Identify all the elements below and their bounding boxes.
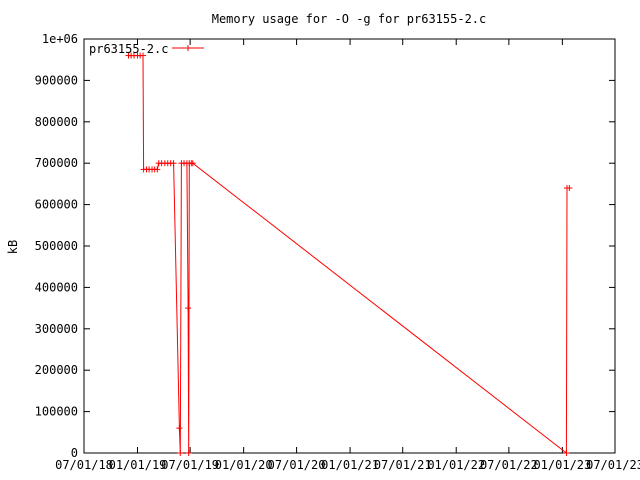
series-line-1: [128, 55, 570, 455]
x-tick-label: 07/01/23: [586, 458, 640, 472]
chart-title: Memory usage for -O -g for pr63155-2.c: [212, 12, 487, 26]
y-tick-label: 700000: [35, 156, 78, 170]
data-point: [177, 450, 184, 456]
x-tick-label: 01/01/23: [533, 458, 591, 472]
plot-frame: [83, 38, 616, 454]
y-tick-label: 0: [71, 446, 78, 460]
data-point: [154, 166, 161, 173]
y-axis-label: kB: [6, 240, 20, 254]
x-tick-label: 07/01/21: [374, 458, 432, 472]
series-layer: [125, 52, 573, 456]
data-point: [189, 160, 196, 167]
x-tick-label: 01/01/22: [427, 458, 485, 472]
y-axis: 0 100000 200000 300000 400000 500000 600000 700…: [35, 32, 615, 460]
data-point: [185, 450, 192, 456]
data-point: [176, 425, 183, 432]
y-tick-label: 400000: [35, 280, 78, 294]
legend: pr63155-2.c: [89, 42, 204, 56]
x-axis: 07/01/1801/01/1907/01/1901/01/2007/01/20…: [55, 39, 640, 472]
data-point: [140, 52, 147, 59]
y-tick-label: 1e+06: [42, 32, 78, 46]
x-tick-label: 01/01/21: [321, 458, 379, 472]
x-tick-label: 07/01/18: [55, 458, 113, 472]
x-tick-label: 07/01/19: [161, 458, 219, 472]
x-tick-label: 07/01/22: [480, 458, 538, 472]
y-tick-label: 600000: [35, 198, 78, 212]
y-tick-label: 200000: [35, 363, 78, 377]
data-point: [566, 185, 573, 192]
y-tick-label: 900000: [35, 73, 78, 87]
data-point: [563, 450, 570, 456]
y-tick-label: 800000: [35, 115, 78, 129]
legend-marker-series-1: [185, 45, 191, 51]
data-point: [170, 160, 177, 167]
y-tick-label: 500000: [35, 239, 78, 253]
data-point: [185, 305, 192, 312]
x-tick-label: 01/01/19: [109, 458, 167, 472]
y-tick-label: 300000: [35, 322, 78, 336]
y-tick-label: 100000: [35, 405, 78, 419]
x-tick-label: 07/01/20: [268, 458, 326, 472]
x-tick-label: 01/01/20: [215, 458, 273, 472]
legend-label-series-1: pr63155-2.c: [89, 42, 168, 56]
